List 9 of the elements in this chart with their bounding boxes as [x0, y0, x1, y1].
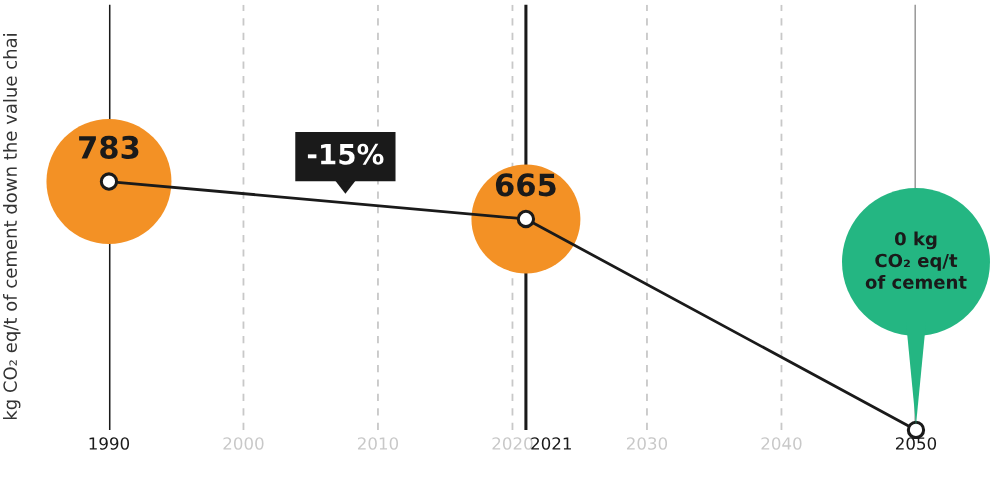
x-tick-label: 2050	[895, 437, 937, 450]
data-label: 783	[79, 135, 139, 159]
ref-line-label: 2021	[531, 437, 571, 450]
data-label: 665	[495, 173, 556, 197]
annotation: 0 kg CO₂ eq/t of cement	[865, 231, 967, 289]
y-axis-title: kg CO₂ eq/t of cement down the value chai	[3, 34, 21, 420]
x-tick-label: 2020	[492, 437, 533, 450]
annotation: -15%	[307, 143, 384, 165]
x-tick-label: 1990	[89, 437, 130, 450]
